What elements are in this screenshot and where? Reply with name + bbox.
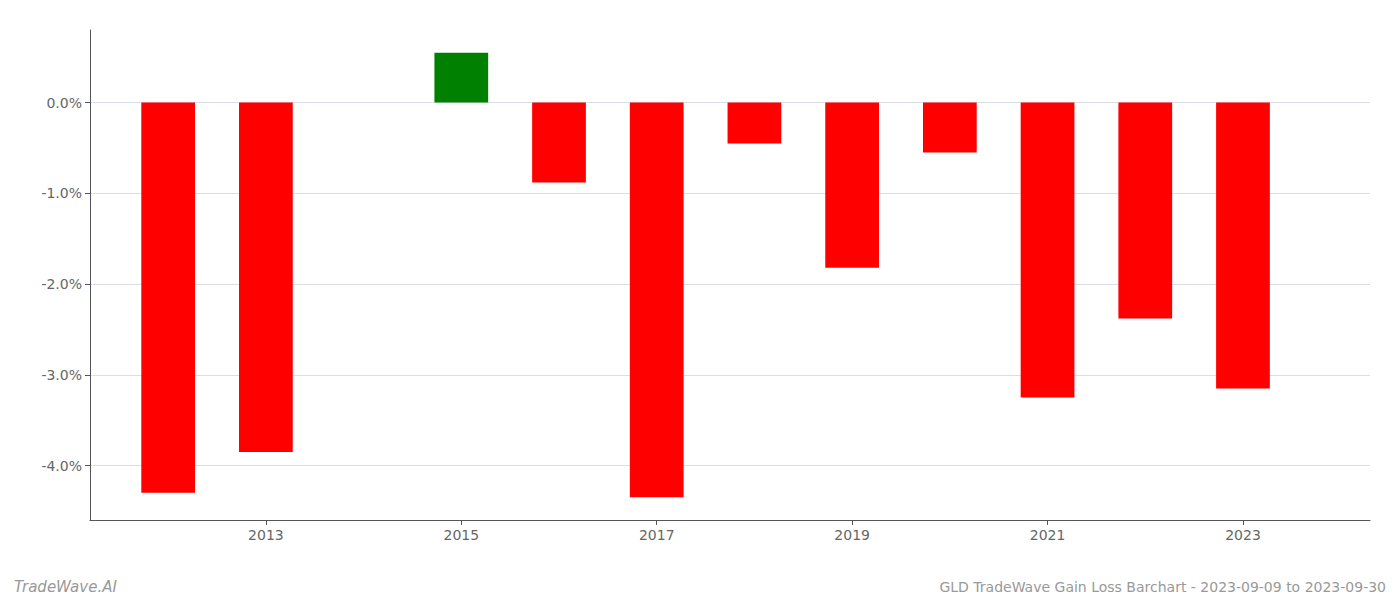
- svg-text:-4.0%: -4.0%: [41, 458, 82, 474]
- svg-text:2023: 2023: [1225, 527, 1261, 543]
- svg-text:2017: 2017: [639, 527, 675, 543]
- svg-text:-2.0%: -2.0%: [41, 276, 82, 292]
- svg-text:-1.0%: -1.0%: [41, 185, 82, 201]
- svg-text:2013: 2013: [248, 527, 284, 543]
- svg-text:TradeWave.AI: TradeWave.AI: [14, 578, 117, 596]
- svg-text:-3.0%: -3.0%: [41, 367, 82, 383]
- svg-text:2019: 2019: [834, 527, 870, 543]
- svg-text:2021: 2021: [1030, 527, 1066, 543]
- svg-text:2015: 2015: [443, 527, 479, 543]
- svg-text:0.0%: 0.0%: [46, 95, 82, 111]
- svg-text:GLD TradeWave Gain Loss Barcha: GLD TradeWave Gain Loss Barchart - 2023-…: [939, 579, 1386, 595]
